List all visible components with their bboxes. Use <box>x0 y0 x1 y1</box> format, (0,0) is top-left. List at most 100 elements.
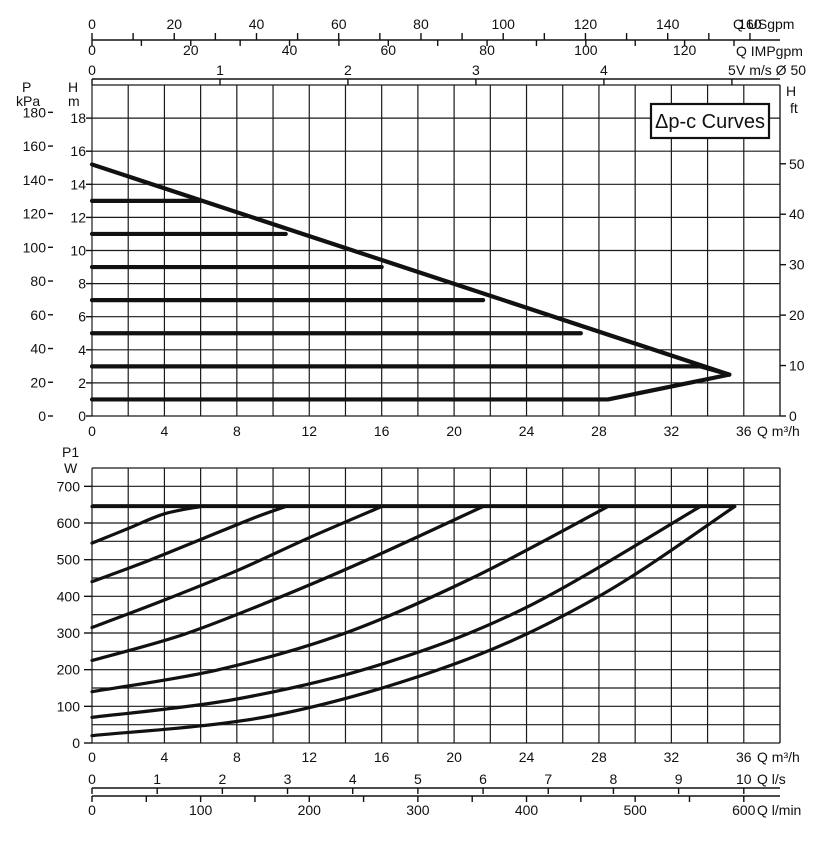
tick-label-ls: 0 <box>88 771 96 787</box>
y-tick-label-h-m: 18 <box>70 110 86 126</box>
x-tick-label: 8 <box>233 423 241 439</box>
tick-label-usgpm: 0 <box>88 16 96 32</box>
tick-label-impgpm: 40 <box>282 42 298 58</box>
x-tick-label: 16 <box>374 423 390 439</box>
tick-label-velocity: 3 <box>472 62 480 78</box>
y-tick-label-h-m: 12 <box>70 209 86 225</box>
y-tick-label-kpa: 20 <box>30 374 46 390</box>
tick-label-velocity: 0 <box>88 62 96 78</box>
tick-label-ls: 10 <box>736 771 752 787</box>
axis-label-ls: Q l/s <box>757 771 786 787</box>
y-tick-label-kpa: 120 <box>23 206 47 222</box>
x-tick-label: 20 <box>446 423 462 439</box>
y-tick-label-w: 400 <box>57 588 81 604</box>
y-tick-label-h-m: 10 <box>70 243 86 259</box>
y-tick-label-w: 600 <box>57 515 81 531</box>
axis-label-impgpm: Q IMPgpm <box>736 43 803 59</box>
tick-label-lmin: 100 <box>189 802 213 818</box>
tick-label-usgpm: 120 <box>574 16 598 32</box>
legend-label: Δp-c Curves <box>655 111 765 133</box>
y-axis-unit-ft: ft <box>790 100 798 116</box>
y-tick-label-kpa: 60 <box>30 307 46 323</box>
y-axis-label-h-right: H <box>786 83 796 99</box>
tick-label-impgpm: 60 <box>381 42 397 58</box>
tick-label-lmin: 300 <box>406 802 430 818</box>
y-tick-label-ft: 50 <box>789 156 805 172</box>
tick-label-usgpm: 80 <box>413 16 429 32</box>
power-curve <box>90 504 610 694</box>
y-tick-label-ft: 20 <box>789 307 805 323</box>
tick-label-ls: 5 <box>414 771 422 787</box>
power-curve <box>90 504 288 584</box>
power-curve <box>90 504 203 545</box>
y-axis-unit-w: W <box>64 460 78 476</box>
x-tick-label: 24 <box>519 749 535 765</box>
legend-box <box>649 102 771 140</box>
x-tick-label: 32 <box>664 749 680 765</box>
tick-label-impgpm: 80 <box>479 42 495 58</box>
tick-label-lmin: 200 <box>298 802 322 818</box>
x-tick-label: 36 <box>736 423 752 439</box>
tick-label-usgpm: 40 <box>249 16 265 32</box>
x-tick-label: 28 <box>591 423 607 439</box>
tick-label-ls: 3 <box>284 771 292 787</box>
y-tick-label-ft: 10 <box>789 358 805 374</box>
y-tick-label-w: 200 <box>57 662 81 678</box>
x-tick-label: 0 <box>88 423 96 439</box>
tick-label-ls: 9 <box>675 771 683 787</box>
axis-label-velocity: V m/s Ø 50 <box>736 62 806 78</box>
y-axis-label-p: P <box>22 79 31 95</box>
head-curve <box>89 372 732 402</box>
tick-label-ls: 4 <box>349 771 357 787</box>
y-tick-label-w: 300 <box>57 625 81 641</box>
tick-label-velocity: 1 <box>216 62 224 78</box>
power-curve <box>90 504 737 738</box>
x-tick-label: 12 <box>301 749 317 765</box>
axis-label-lmin: Q l/min <box>757 802 801 818</box>
y-axis-unit-m: m <box>68 93 80 109</box>
x-axis-label: Q m³/h <box>757 749 800 765</box>
power-curve <box>90 504 485 663</box>
head-chart: 0 4 8 12 16 20 24 28 32 36 Q m³/h024681012141618Hm… <box>16 16 806 439</box>
tick-label-usgpm: 160 <box>738 16 762 32</box>
x-tick-label: 0 <box>88 749 96 765</box>
tick-label-lmin: 0 <box>88 802 96 818</box>
tick-label-usgpm: 140 <box>656 16 680 32</box>
y-tick-label-ft: 0 <box>789 408 797 424</box>
tick-label-impgpm: 100 <box>574 42 598 58</box>
tick-label-lmin: 600 <box>732 802 756 818</box>
y-axis-unit-kpa: kPa <box>16 93 40 109</box>
tick-label-ls: 1 <box>153 771 161 787</box>
tick-label-usgpm: 20 <box>166 16 182 32</box>
y-axis-label-h: H <box>68 79 78 95</box>
y-tick-label-h-m: 0 <box>78 408 86 424</box>
y-tick-label-h-m: 8 <box>78 276 86 292</box>
x-tick-label: 32 <box>664 423 680 439</box>
x-tick-label: 4 <box>161 749 169 765</box>
tick-label-ls: 7 <box>544 771 552 787</box>
y-tick-label-ft: 30 <box>789 257 805 273</box>
x-tick-label: 24 <box>519 423 535 439</box>
head-curve <box>89 364 732 377</box>
y-tick-label-h-m: 16 <box>70 143 86 159</box>
tick-label-velocity: 5 <box>728 62 736 78</box>
tick-label-impgpm: 0 <box>88 42 96 58</box>
y-tick-label-ft: 40 <box>789 206 805 222</box>
y-tick-label-w: 0 <box>72 735 80 751</box>
tick-label-ls: 8 <box>610 771 618 787</box>
y-tick-label-h-m: 4 <box>78 342 86 358</box>
tick-label-impgpm: 120 <box>673 42 697 58</box>
x-tick-label: 20 <box>446 749 462 765</box>
y-tick-label-h-m: 6 <box>78 309 86 325</box>
x-axis-label: Q m³/h <box>757 423 800 439</box>
y-tick-label-kpa: 40 <box>30 341 46 357</box>
x-tick-label: 16 <box>374 749 390 765</box>
y-tick-label-kpa: 180 <box>23 104 47 120</box>
tick-label-usgpm: 100 <box>492 16 516 32</box>
tick-label-impgpm: 20 <box>183 42 199 58</box>
y-tick-label-h-m: 2 <box>78 375 86 391</box>
tick-label-usgpm: 60 <box>331 16 347 32</box>
